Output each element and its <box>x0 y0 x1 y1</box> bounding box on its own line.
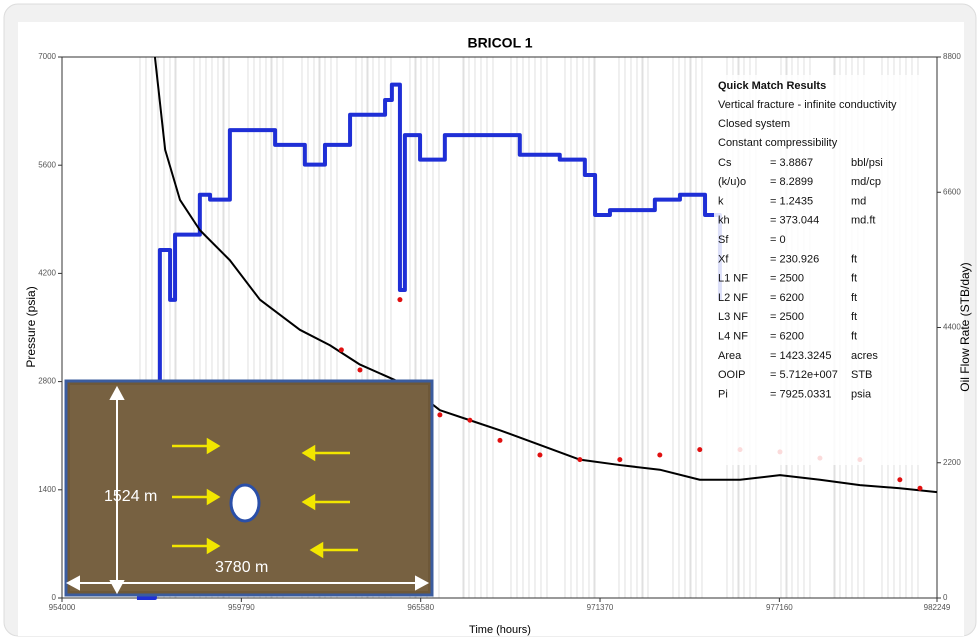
annotation-cell: = 1.2435 <box>770 195 813 207</box>
annotation-cell: md/cp <box>851 176 881 188</box>
y2-tick-label: 0 <box>943 593 948 602</box>
height-label: 1524 m <box>104 488 157 505</box>
annotation-cell: L4 NF <box>718 331 748 343</box>
data-point <box>617 457 622 462</box>
annotation-cell: = 3.8867 <box>770 157 813 169</box>
annotation-cell: = 1423.3245 <box>770 350 831 362</box>
x-tick-label: 965580 <box>407 603 434 612</box>
annotation-cell: Cs <box>718 157 732 169</box>
annotation-cell: = 2500 <box>770 273 804 285</box>
x-tick-label: 971370 <box>587 603 614 612</box>
inset: 1524 m 3780 m <box>66 381 432 595</box>
y-axis-label: Pressure (psia) <box>24 286 38 367</box>
annotation-cell: ft <box>851 331 857 343</box>
x-tick-label: 982249 <box>924 603 951 612</box>
y-tick-label: 5600 <box>38 160 56 169</box>
data-point <box>467 418 472 423</box>
x-axis-label: Time (hours) <box>469 624 531 636</box>
y2-tick-label: 8800 <box>943 52 961 61</box>
data-point <box>577 457 582 462</box>
annotation-cell: = 2500 <box>770 311 804 323</box>
annotation-cell: k <box>718 195 724 207</box>
data-point <box>917 486 922 491</box>
chart-title: BRICOL 1 <box>467 35 532 51</box>
annotation-cell: = 373.044 <box>770 215 819 227</box>
data-point <box>357 368 362 373</box>
x-tick-label: 954000 <box>49 603 76 612</box>
x-tick-label: 959790 <box>228 603 255 612</box>
annotation-cell: = 7925.0331 <box>770 388 831 400</box>
data-point <box>397 297 402 302</box>
annotation-cell: acres <box>851 350 878 362</box>
y-tick-label: 0 <box>52 593 57 602</box>
annotation-title: Quick Match Results <box>718 80 826 92</box>
annotation-cell: ft <box>851 311 857 323</box>
annotation-cell: L3 NF <box>718 311 748 323</box>
data-point <box>897 477 902 482</box>
annotation-line: Vertical fracture - infinite conductivit… <box>718 99 897 111</box>
annotation-cell: = 0 <box>770 234 786 246</box>
y-tick-label: 1400 <box>38 485 56 494</box>
annotation-cell: Xf <box>718 253 729 265</box>
y-tick-label: 2800 <box>38 377 56 386</box>
annotation-cell: = 5.712e+007 <box>770 369 838 381</box>
annotation-cell: STB <box>851 369 872 381</box>
y-tick-label: 7000 <box>38 52 56 61</box>
annotation-cell: OOIP <box>718 369 746 381</box>
annotation-cell: Area <box>718 350 742 362</box>
annotation-box <box>714 75 936 465</box>
width-label: 3780 m <box>215 559 268 576</box>
annotation-cell: = 8.2899 <box>770 176 813 188</box>
data-point <box>437 412 442 417</box>
annotation-cell: = 6200 <box>770 331 804 343</box>
y2-tick-label: 6600 <box>943 187 961 196</box>
annotation-cell: L1 NF <box>718 273 748 285</box>
annotation-line: Closed system <box>718 118 790 130</box>
annotation-cell: kh <box>718 215 730 227</box>
well <box>231 485 259 521</box>
annotation-cell: md.ft <box>851 215 875 227</box>
annotation-cell: = 230.926 <box>770 253 819 265</box>
annotation-cell: md <box>851 195 866 207</box>
data-point <box>339 347 344 352</box>
annotation-cell: L2 NF <box>718 292 748 304</box>
data-point <box>497 438 502 443</box>
annotation-line: Constant compressibility <box>718 137 838 149</box>
annotation-cell: Sf <box>718 234 729 246</box>
data-point <box>657 453 662 458</box>
y2-tick-label: 2200 <box>943 458 961 467</box>
annotation-cell: = 6200 <box>770 292 804 304</box>
data-point <box>697 447 702 452</box>
annotation-cell: ft <box>851 253 857 265</box>
data-point <box>537 453 542 458</box>
y-tick-label: 4200 <box>38 269 56 278</box>
annotation-cell: ft <box>851 292 857 304</box>
annotation-cell: ft <box>851 273 857 285</box>
y2-tick-label: 4400 <box>943 323 961 332</box>
annotation-cell: Pi <box>718 388 728 400</box>
annotation-cell: psia <box>851 388 872 400</box>
annotation-cell: bbl/psi <box>851 157 883 169</box>
x-tick-label: 977160 <box>766 603 793 612</box>
annotation-cell: (k/u)o <box>718 176 746 188</box>
chart: BRICOL 1 Time (hours) Pressure (psia) Oi… <box>0 0 980 640</box>
